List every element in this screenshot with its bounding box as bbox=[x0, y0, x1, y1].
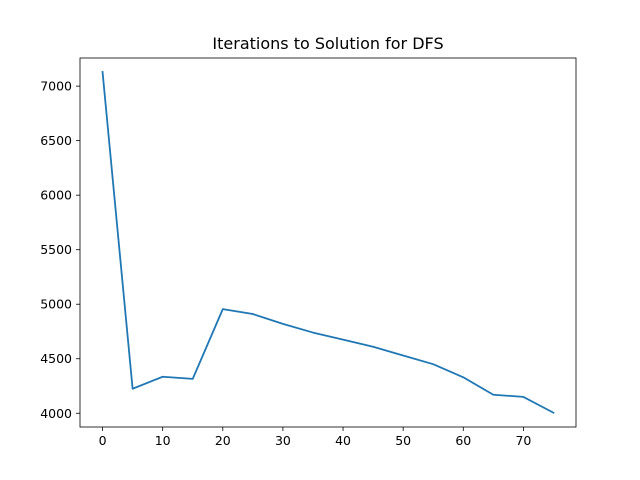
y-tick-label: 4500 bbox=[40, 351, 72, 366]
axes-frame bbox=[79, 57, 577, 428]
plot-area: 0 10 20 30 40 50 60 70 4000 4500 5000 5500 6000 6500 7… bbox=[40, 57, 577, 448]
y-tick-label: 6500 bbox=[40, 133, 72, 148]
y-tick-label: 4000 bbox=[40, 406, 72, 421]
y-tick-label: 6000 bbox=[40, 188, 72, 203]
x-tick-label: 40 bbox=[335, 433, 351, 448]
x-tick-label: 20 bbox=[215, 433, 231, 448]
x-tick-label: 0 bbox=[99, 433, 107, 448]
x-tick-label: 60 bbox=[455, 433, 471, 448]
y-tick-label: 5000 bbox=[40, 297, 72, 312]
chart-title: Iterations to Solution for DFS bbox=[212, 34, 443, 53]
x-tick-label: 30 bbox=[275, 433, 291, 448]
y-tick-label: 5500 bbox=[40, 242, 72, 257]
x-tick-label: 70 bbox=[515, 433, 531, 448]
series-line bbox=[101, 70, 555, 414]
y-tick-label: 7000 bbox=[40, 79, 72, 94]
x-tick-label: 50 bbox=[395, 433, 411, 448]
x-tick-label: 10 bbox=[155, 433, 171, 448]
